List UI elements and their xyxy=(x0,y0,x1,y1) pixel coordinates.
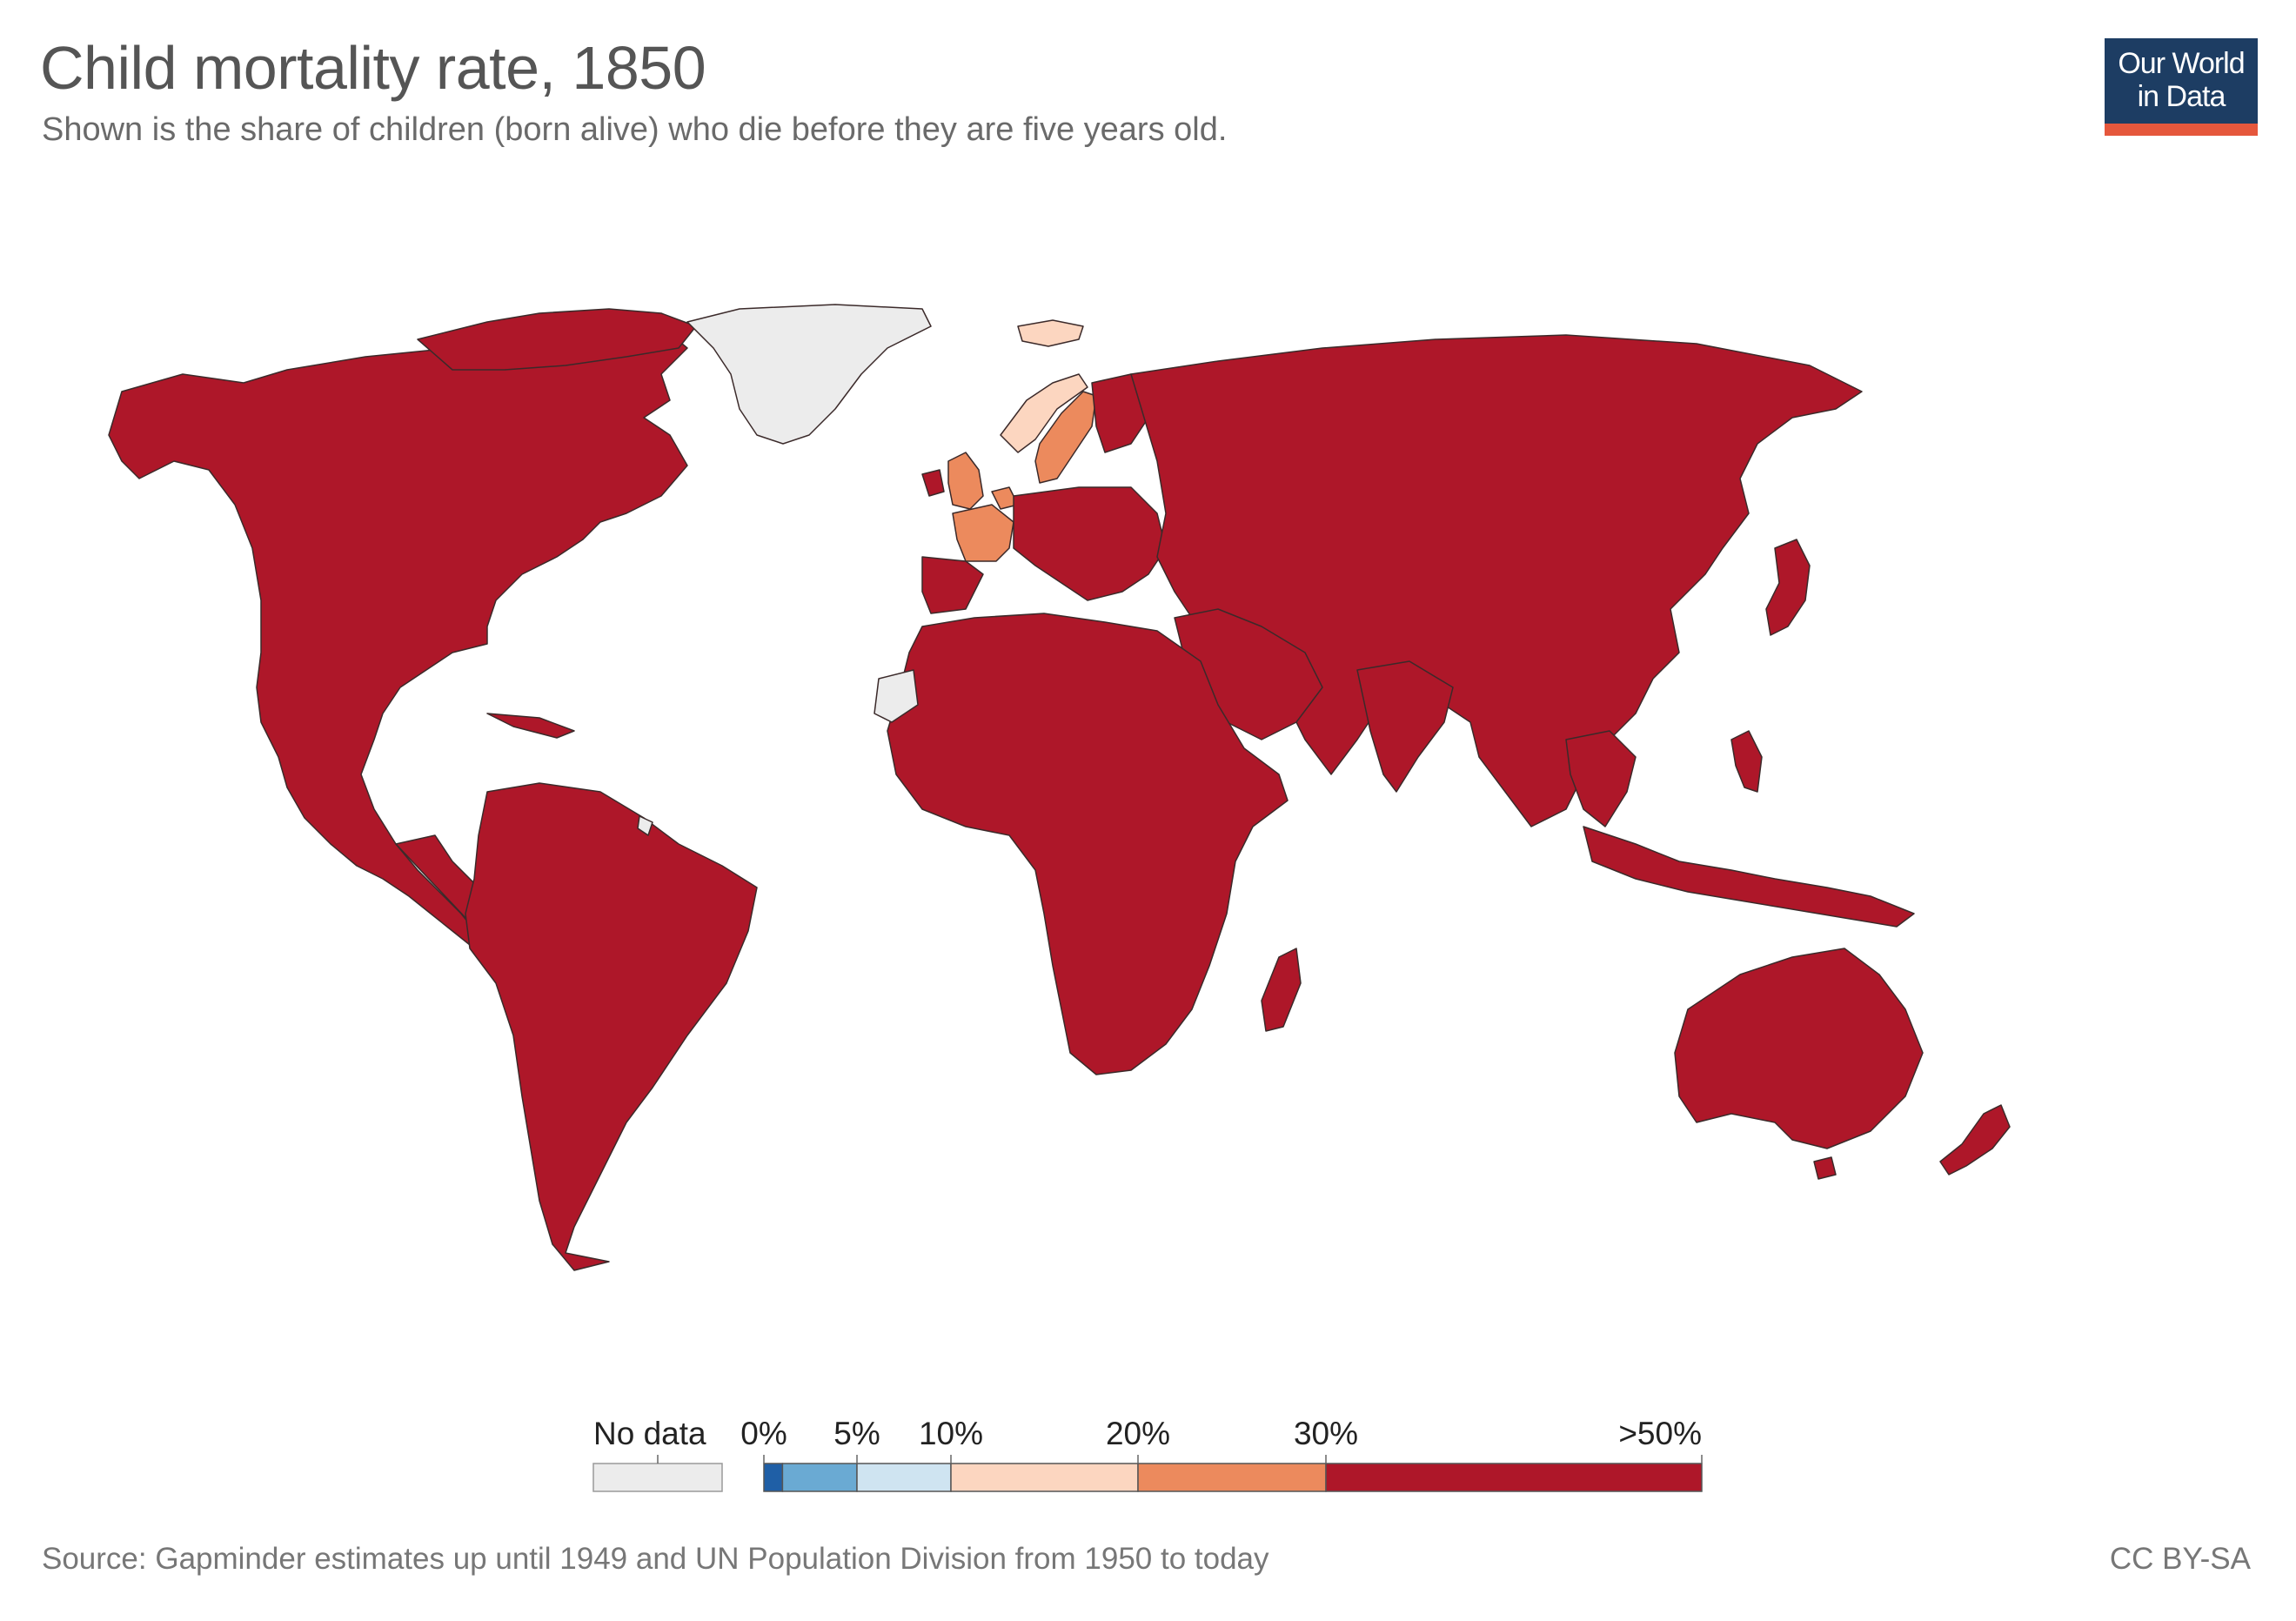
legend-bin-4[interactable] xyxy=(1137,1463,1327,1492)
region-indonesia[interactable] xyxy=(1583,826,1915,928)
chart-subtitle: Shown is the share of children (born ali… xyxy=(42,111,1228,148)
region-ireland[interactable] xyxy=(921,469,945,497)
region-tasmania[interactable] xyxy=(1813,1156,1837,1180)
region-caribbean[interactable] xyxy=(486,713,575,739)
license-link[interactable]: CC BY-SA xyxy=(2109,1542,2251,1576)
legend-bin-1[interactable] xyxy=(781,1463,858,1492)
region-australia[interactable] xyxy=(1674,948,1924,1149)
region-rest-of-europe[interactable] xyxy=(1013,486,1167,601)
logo-line-1: Our World xyxy=(2118,47,2245,80)
region-greenland[interactable] xyxy=(686,304,932,445)
legend-tick-label-0: 0% xyxy=(740,1416,787,1451)
region-new-zealand[interactable] xyxy=(1939,1104,2011,1176)
region-france[interactable] xyxy=(952,504,1014,562)
region-united-kingdom[interactable] xyxy=(947,452,984,510)
legend-tick-label-3: 20% xyxy=(1106,1416,1170,1451)
region-africa[interactable] xyxy=(887,613,1289,1075)
logo-line-2: in Data xyxy=(2137,80,2226,113)
legend-tick-label-5: >50% xyxy=(1618,1416,1702,1451)
source-note: Source: Gapminder estimates up until 194… xyxy=(42,1542,1269,1576)
region-arctic-islands[interactable] xyxy=(417,308,697,371)
region-madagascar[interactable] xyxy=(1261,948,1302,1032)
legend-bin-0[interactable] xyxy=(763,1463,784,1492)
color-legend: No data 0% 5% 10% 20% 30% >50% xyxy=(592,1416,1703,1492)
region-iberia[interactable] xyxy=(921,556,984,614)
region-western-sahara[interactable] xyxy=(874,669,919,723)
legend-no-data-label: No data xyxy=(593,1416,706,1451)
region-india[interactable] xyxy=(1356,660,1454,793)
region-southeast-asia[interactable] xyxy=(1565,730,1637,827)
world-map xyxy=(108,304,2011,1271)
legend-bin-2[interactable] xyxy=(856,1463,952,1492)
region-iceland[interactable] xyxy=(1017,319,1084,347)
region-norway[interactable] xyxy=(1000,373,1088,453)
region-north-america[interactable] xyxy=(108,321,688,949)
legend-tick-label-2: 10% xyxy=(919,1416,983,1451)
region-philippines[interactable] xyxy=(1730,730,1763,793)
legend-tick-label-1: 5% xyxy=(833,1416,880,1451)
region-french-guiana[interactable] xyxy=(637,815,653,836)
owid-logo[interactable]: Our World in Data xyxy=(2105,38,2258,136)
region-japan[interactable] xyxy=(1765,539,1811,636)
chart-title: Child mortality rate, 1850 xyxy=(40,34,706,102)
region-sweden[interactable] xyxy=(1034,391,1097,484)
legend-bin-5[interactable] xyxy=(1325,1463,1703,1492)
legend-bin-3[interactable] xyxy=(950,1463,1139,1492)
logo-text: Our World in Data xyxy=(2105,47,2258,113)
region-south-america[interactable] xyxy=(465,782,758,1271)
legend-no-data-swatch[interactable] xyxy=(592,1463,723,1492)
legend-tick-label-4: 30% xyxy=(1294,1416,1358,1451)
logo-stripe xyxy=(2105,124,2258,136)
